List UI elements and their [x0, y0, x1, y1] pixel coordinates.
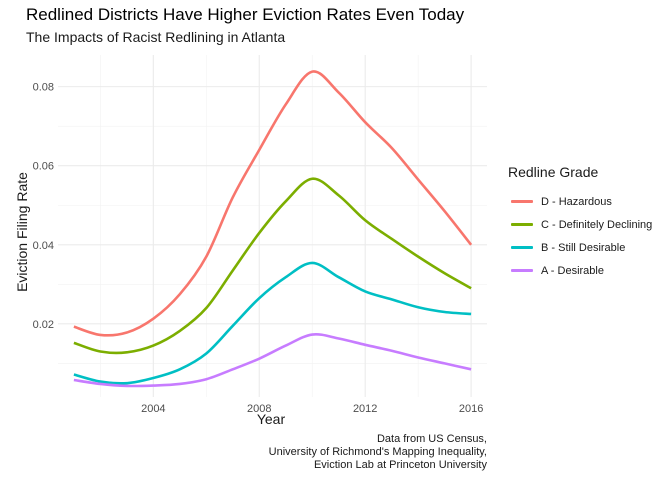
legend-label: B - Still Desirable — [541, 241, 626, 254]
legend-item-desirable: A - Desirable — [508, 259, 652, 282]
legend-key — [511, 246, 533, 249]
x-tick-label: 2016 — [459, 403, 483, 415]
legend-item-definitely-declining: C - Definitely Declining — [508, 213, 652, 236]
y-tick-label: 0.08 — [33, 82, 54, 94]
axis-ticks: 2004 2008 2012 2016 0.02 0.04 0.06 0.08 — [33, 82, 484, 415]
x-tick-label: 2012 — [353, 403, 377, 415]
caption-line: University of Richmond's Mapping Inequal… — [268, 446, 487, 458]
legend-key — [511, 223, 533, 226]
legend-item-still-desirable: B - Still Desirable — [508, 236, 652, 259]
legend-key — [511, 200, 533, 203]
series-line-desirable — [73, 332, 472, 388]
caption-line: Eviction Lab at Princeton University — [313, 459, 487, 471]
legend-items: D - Hazardous C - Definitely Declining B -… — [508, 190, 652, 282]
legend-label: C - Definitely Declining — [541, 218, 653, 231]
chart-title: Redlined Districts Have Higher Eviction … — [26, 5, 465, 24]
series-line-hazardous — [73, 70, 473, 337]
x-tick-label: 2008 — [247, 403, 271, 415]
x-tick-label: 2004 — [141, 403, 165, 415]
y-axis-label: Eviction Filing Rate — [14, 172, 30, 292]
legend-key — [511, 269, 533, 272]
series-line-definitely-declining — [73, 177, 472, 355]
legend-label: A - Desirable — [541, 264, 604, 277]
legend-title: Redline Grade — [508, 164, 599, 180]
y-tick-label: 0.04 — [33, 240, 54, 252]
series-line-still-desirable — [73, 261, 472, 385]
caption-line: Data from US Census, — [376, 433, 487, 445]
legend-item-hazardous: D - Hazardous — [508, 190, 652, 213]
grid — [58, 55, 487, 397]
y-tick-label: 0.06 — [33, 161, 54, 173]
series-lines — [73, 70, 473, 388]
chart-subtitle: The Impacts of Racist Redlining in Atlan… — [26, 29, 286, 45]
legend-label: D - Hazardous — [541, 195, 612, 208]
caption: Data from US Census, University of Richm… — [269, 433, 487, 472]
y-tick-label: 0.02 — [33, 319, 54, 331]
x-axis-label: Year — [256, 411, 286, 427]
legend: Redline Grade D - Hazardous C - Definitel… — [508, 164, 652, 282]
